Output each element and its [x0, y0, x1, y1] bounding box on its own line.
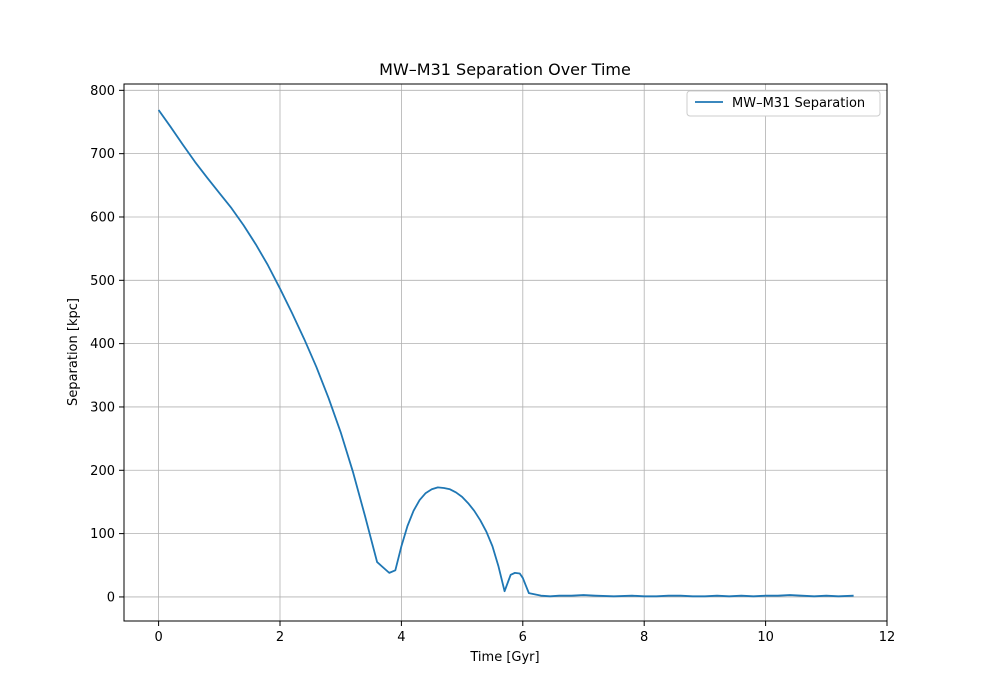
x-ticks: 0 2 4 6 8 10 12 [154, 621, 895, 645]
series-line-mw-m31-separation [157, 109, 854, 598]
y-tick-label: 700 [90, 147, 115, 162]
y-tick-label: 800 [90, 84, 115, 99]
plot-clip-group [157, 109, 854, 598]
y-tick-label: 400 [90, 337, 115, 352]
x-tick-label: 6 [519, 630, 527, 645]
chart-title: MW–M31 Separation Over Time [379, 60, 631, 79]
legend: MW–M31 Separation [686, 90, 881, 117]
x-tick-label: 10 [757, 630, 774, 645]
plot-frame [123, 83, 888, 622]
y-tick-label: 200 [90, 464, 115, 479]
y-axis-label: Separation [kpc] [66, 298, 81, 406]
grid-lines [124, 84, 888, 621]
y-tick-label: 100 [90, 527, 115, 542]
x-tick-label: 2 [276, 630, 284, 645]
y-tick-label: 600 [90, 210, 115, 225]
x-axis-label: Time [Gyr] [469, 650, 539, 665]
x-tick-label: 0 [154, 630, 162, 645]
x-tick-label: 8 [640, 630, 648, 645]
x-tick-label: 12 [879, 630, 896, 645]
legend-box [686, 90, 881, 117]
y-tick-label: 300 [90, 400, 115, 415]
y-tick-label: 500 [90, 274, 115, 289]
y-ticks: 0 100 200 300 400 500 600 700 800 [90, 84, 124, 605]
x-tick-label: 4 [397, 630, 405, 645]
y-tick-label: 0 [107, 590, 115, 605]
legend-label: MW–M31 Separation [732, 96, 865, 111]
